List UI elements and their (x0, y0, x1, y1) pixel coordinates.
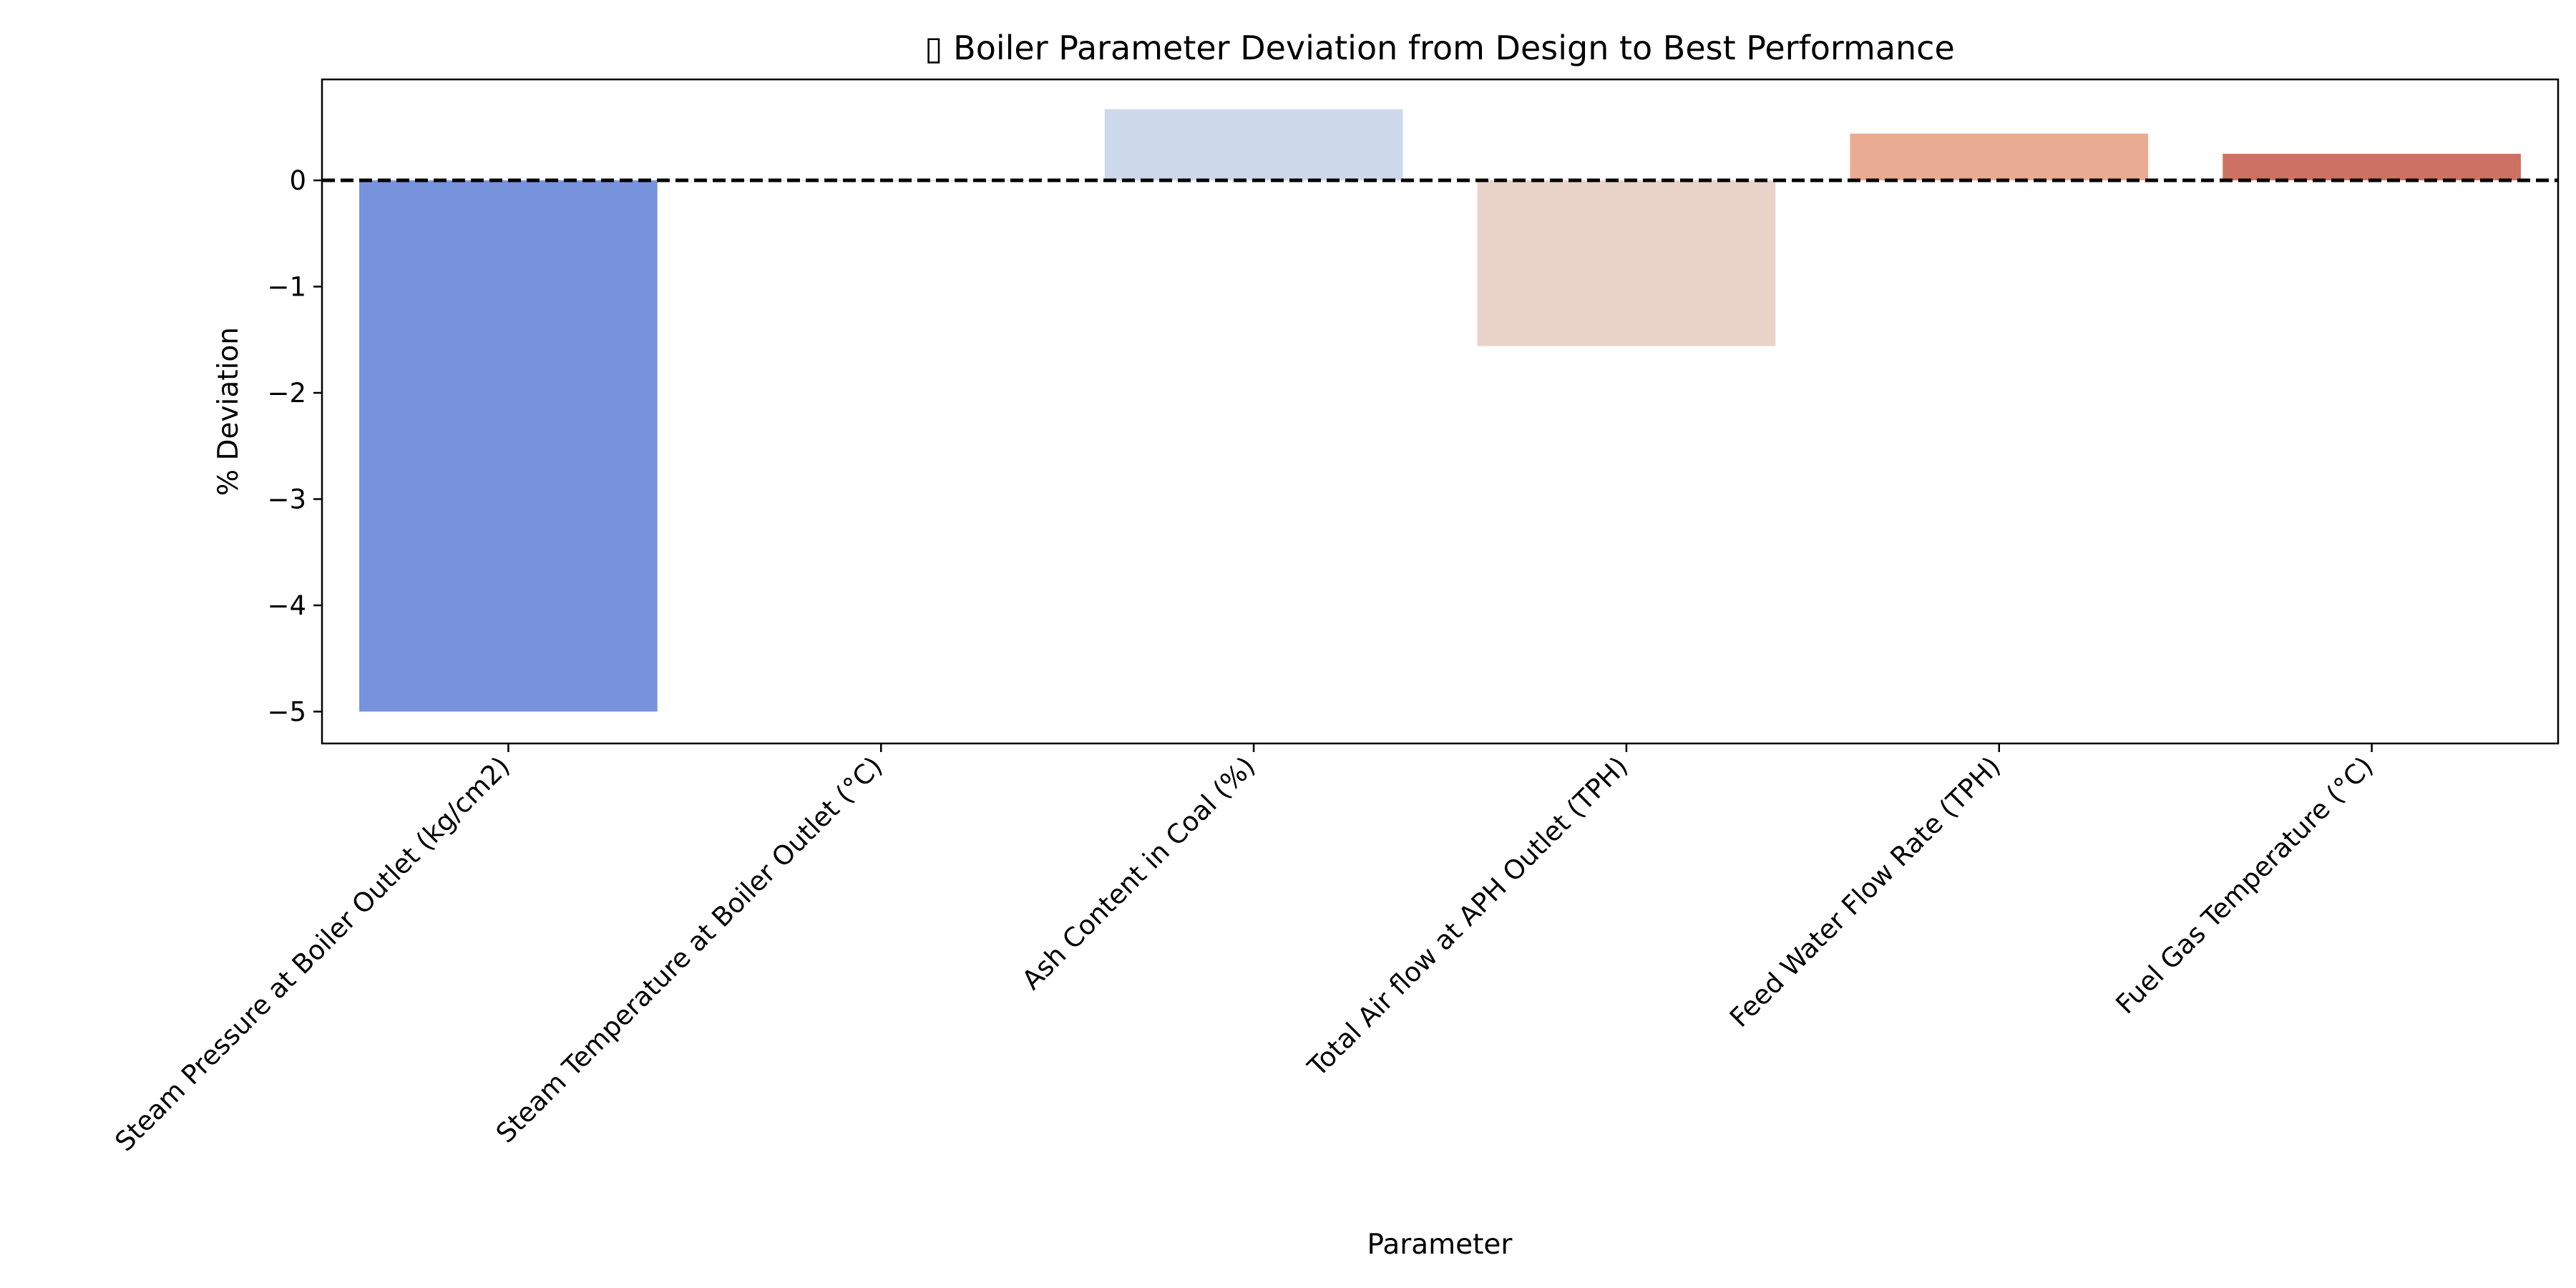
bar-3 (1104, 109, 1403, 181)
bar-4 (1477, 180, 1776, 346)
bar-6 (2223, 153, 2521, 181)
x-tick-label: Ash Content in Coal (%) (1016, 751, 1262, 996)
x-tick-label: Fuel Gas Temperature (°C) (2110, 751, 2379, 1020)
x-tick-label: Steam Temperature at Boiler Outlet (°C) (490, 751, 889, 1149)
y-axis: 0 −1 −2 −3 −4 −5 (267, 165, 322, 727)
x-tick-label: Steam Pressure at Boiler Outlet (kg/cm2) (109, 751, 515, 1157)
y-tick-label: −4 (267, 590, 306, 621)
x-tick-label: Total Air flow at APH Outlet (TPH) (1302, 751, 1634, 1083)
x-axis: Steam Pressure at Boiler Outlet (kg/cm2)… (109, 743, 2379, 1157)
x-axis-label: Parameter (1367, 1229, 1513, 1261)
y-tick-label: −2 (267, 378, 306, 409)
x-tick-label: Feed Water Flow Rate (TPH) (1724, 751, 2006, 1033)
y-tick-label: −1 (267, 272, 306, 303)
y-tick-label: −3 (267, 484, 306, 514)
plot-frame (321, 78, 2560, 745)
chart-title: ▯ Boiler Parameter Deviation from Design… (924, 29, 1955, 67)
bar-1 (359, 180, 658, 712)
y-tick-label: −5 (267, 696, 306, 727)
plot-area (322, 109, 2558, 712)
y-axis-label: % Deviation (213, 327, 245, 496)
bar-5 (1850, 133, 2149, 181)
y-tick-label: 0 (289, 165, 306, 196)
